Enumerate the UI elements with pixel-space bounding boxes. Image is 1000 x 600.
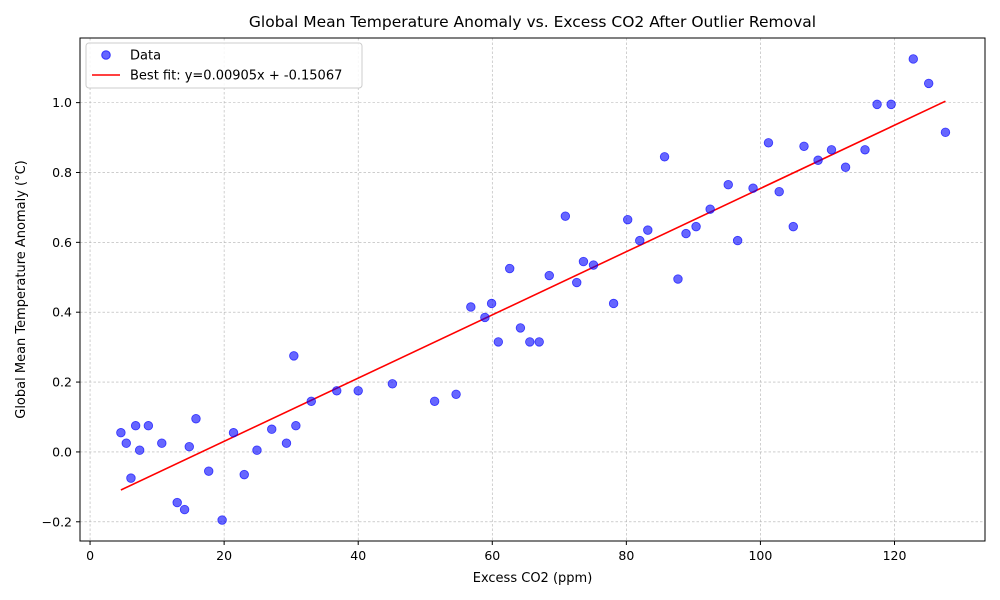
data-point <box>451 389 461 399</box>
data-point <box>121 438 131 448</box>
y-tick-label: 0.6 <box>52 235 72 250</box>
data-point <box>157 438 167 448</box>
data-point <box>515 323 526 333</box>
data-point <box>191 414 201 424</box>
data-point <box>572 277 582 288</box>
data-point <box>763 138 774 148</box>
data-point <box>466 302 476 312</box>
data-point <box>534 337 544 347</box>
y-tick-label: 0.2 <box>52 375 72 390</box>
data-point <box>289 351 299 361</box>
data-point <box>723 180 733 190</box>
data-point <box>560 211 571 221</box>
x-axis-ticks: 0 20 40 60 80 100 120 <box>86 541 906 563</box>
data-point <box>143 421 154 431</box>
x-tick-label: 0 <box>86 548 94 563</box>
data-point <box>588 260 599 270</box>
data-point <box>673 274 683 284</box>
y-tick-label: 0.8 <box>52 165 72 180</box>
data-point <box>799 141 809 151</box>
data-point <box>239 469 249 480</box>
data-point <box>681 228 691 239</box>
data-point <box>788 221 798 232</box>
grid-lines <box>80 38 985 541</box>
data-point <box>493 337 504 347</box>
x-tick-label: 100 <box>748 548 772 563</box>
data-point <box>732 235 743 246</box>
data-points <box>116 54 951 525</box>
data-point <box>940 127 951 138</box>
data-point <box>252 445 262 455</box>
y-tick-label: 0.4 <box>52 305 72 320</box>
data-point <box>353 386 363 396</box>
fit-line-layer <box>120 100 946 491</box>
data-point <box>578 256 589 267</box>
data-point <box>429 396 440 406</box>
x-tick-label: 60 <box>484 548 500 563</box>
data-point <box>826 145 837 155</box>
plot-frame <box>79 37 986 542</box>
x-axis-title: Excess CO2 (ppm) <box>473 571 593 586</box>
y-axis-ticks: −0.2 0.0 0.2 0.4 0.6 0.8 1.0 <box>42 95 80 529</box>
legend-label-data: Data <box>130 49 161 64</box>
data-point <box>130 421 141 431</box>
data-point <box>291 421 301 431</box>
data-point <box>840 162 851 172</box>
data-point <box>774 186 784 197</box>
data-point <box>886 99 896 110</box>
data-point <box>525 337 535 347</box>
y-tick-label: −0.2 <box>42 514 72 529</box>
data-point <box>179 504 190 515</box>
data-point <box>306 396 316 406</box>
data-point <box>184 441 194 452</box>
data-point <box>480 312 490 323</box>
data-point <box>622 214 633 225</box>
data-point <box>643 225 653 235</box>
data-point <box>126 473 136 483</box>
data-point <box>172 497 182 508</box>
y-axis-title: Global Mean Temperature Anomaly (°C) <box>14 160 29 419</box>
data-point <box>486 298 497 309</box>
data-point <box>387 379 398 389</box>
data-point <box>228 428 239 438</box>
data-point <box>813 155 823 165</box>
data-point <box>659 152 670 162</box>
legend: Data Best fit: y=0.00905x + -0.15067 <box>85 42 363 89</box>
x-tick-label: 20 <box>216 548 232 563</box>
legend-box <box>85 42 363 89</box>
data-point <box>217 515 227 525</box>
data-point <box>635 235 645 246</box>
y-tick-label: 1.0 <box>52 95 72 110</box>
x-tick-label: 80 <box>618 548 634 563</box>
data-point <box>204 466 214 476</box>
data-point <box>267 424 277 434</box>
chart-title: Global Mean Temperature Anomaly vs. Exce… <box>249 13 816 31</box>
y-tick-label: 0.0 <box>52 444 72 459</box>
data-point <box>691 221 701 232</box>
data-point <box>332 386 342 396</box>
best-fit-line <box>120 100 946 491</box>
x-tick-label: 40 <box>350 548 366 563</box>
data-point <box>608 298 619 309</box>
data-point <box>281 438 292 448</box>
data-point <box>748 183 758 193</box>
data-point <box>860 145 870 155</box>
legend-marker-data <box>101 50 111 60</box>
data-point <box>923 78 934 89</box>
data-point <box>908 54 918 64</box>
legend-label-fit: Best fit: y=0.00905x + -0.15067 <box>130 69 342 84</box>
data-point <box>134 445 145 455</box>
data-point <box>705 204 715 214</box>
x-tick-label: 120 <box>883 548 907 563</box>
data-point <box>505 263 515 274</box>
data-point <box>544 270 554 281</box>
data-point <box>116 428 126 438</box>
data-point <box>872 99 882 110</box>
